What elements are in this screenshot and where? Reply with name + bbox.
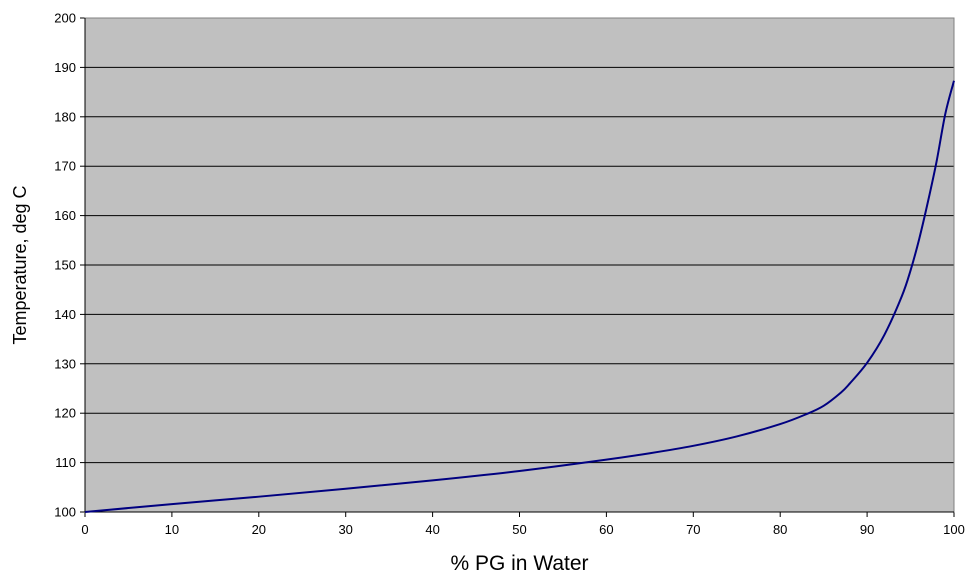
y-tick-label: 140 [54, 307, 76, 322]
x-tick-label: 90 [860, 522, 874, 537]
x-tick-label: 80 [773, 522, 787, 537]
y-tick-label: 120 [54, 406, 76, 421]
y-tick-label: 100 [54, 505, 76, 520]
series-line [84, 80, 955, 513]
x-tick-label: 40 [425, 522, 439, 537]
x-tick-label: 70 [686, 522, 700, 537]
x-tick-label: 100 [943, 522, 965, 537]
y-tick-label: 160 [54, 208, 76, 223]
grid-lines [85, 66, 954, 464]
x-tick-label: 10 [165, 522, 179, 537]
y-tick-label: 180 [54, 109, 76, 124]
x-tick-label: 30 [338, 522, 352, 537]
y-tick-label: 150 [54, 258, 76, 273]
y-tick-label: 170 [54, 159, 76, 174]
y-axis-title: Temperature, deg C [10, 185, 30, 344]
x-tick-label: 0 [81, 522, 88, 537]
axes [80, 17, 955, 517]
y-tick-label: 130 [54, 356, 76, 371]
x-tick-label: 20 [252, 522, 266, 537]
x-tick-label: 60 [599, 522, 613, 537]
x-axis-title: % PG in Water [450, 552, 588, 575]
y-tick-label: 200 [54, 11, 76, 26]
x-tick-label: 50 [512, 522, 526, 537]
tick-labels: 100 110 120 130 140 150 160 170 180 190 200 0 10 20 30… [54, 11, 965, 538]
y-tick-label: 190 [54, 60, 76, 75]
series-group [84, 80, 955, 513]
y-tick-label: 110 [55, 455, 76, 470]
